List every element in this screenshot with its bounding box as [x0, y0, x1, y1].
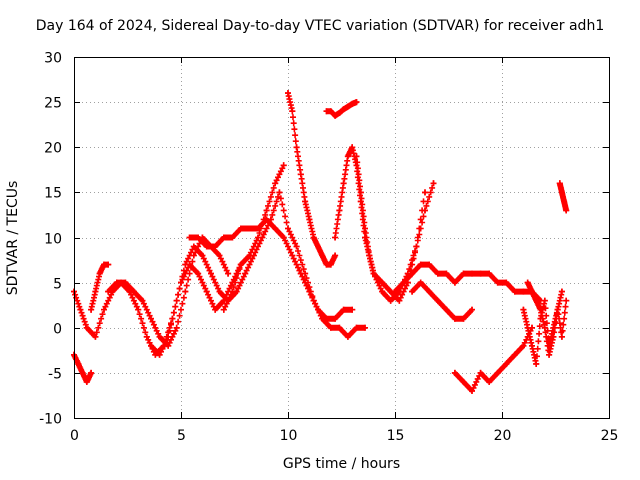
series-trace: [409, 279, 475, 322]
series-s8: [285, 90, 339, 268]
y-tick-label: -10: [39, 412, 62, 428]
series-trace: [451, 324, 535, 394]
series-trace: [392, 261, 544, 304]
series-s4: [105, 234, 232, 349]
series-s11: [353, 153, 428, 304]
x-tick-label: 15: [387, 428, 405, 444]
chart-title: Day 164 of 2024, Sidereal Day-to-day VTE…: [35, 18, 605, 34]
series-s13: [409, 279, 475, 322]
y-tick-label: 5: [53, 277, 62, 293]
series-s9: [323, 99, 360, 119]
x-tick-label: 5: [177, 428, 186, 444]
grid: [74, 57, 609, 418]
y-tick-label: 15: [44, 186, 62, 202]
y-axis-label: SDTVAR / TECUs: [5, 180, 21, 296]
series-s14: [451, 324, 535, 394]
x-tick-label: 25: [601, 428, 619, 444]
x-axis-label: GPS time / hours: [282, 456, 401, 472]
series-trace: [556, 180, 570, 214]
series-trace: [353, 153, 428, 304]
series-s3: [88, 261, 112, 313]
series-s17: [556, 180, 570, 214]
series-s7: [220, 162, 287, 313]
data-series: [71, 90, 570, 394]
series-trace: [220, 162, 287, 313]
series-trace: [524, 279, 565, 358]
x-tick-label: 10: [280, 428, 298, 444]
x-tick-label: 20: [494, 428, 512, 444]
y-tick-label: 20: [44, 141, 62, 157]
series-trace: [105, 234, 232, 349]
series-trace: [285, 90, 339, 268]
y-tick-label: 10: [44, 232, 62, 248]
series-s16: [524, 279, 565, 358]
y-tick-label: 25: [44, 96, 62, 112]
x-tick-label: 0: [70, 428, 79, 444]
y-tick-label: 0: [53, 322, 62, 338]
series-trace: [88, 261, 112, 313]
y-tick-label: 30: [44, 51, 62, 67]
y-tick-label: -5: [48, 367, 62, 383]
series-trace: [323, 99, 360, 119]
axis-ticks: 0 5 10 15 20 25 -10 -5 0 5 10 15 20 25 30: [39, 51, 618, 445]
series-s12: [392, 261, 544, 304]
